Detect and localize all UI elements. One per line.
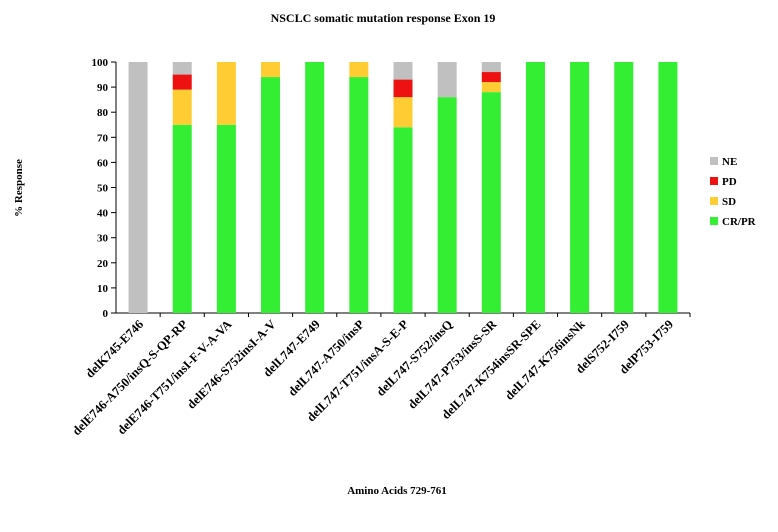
- bar-segment-cr-pr: [393, 127, 413, 313]
- bar-segment-sd: [172, 89, 192, 125]
- legend-item: PD: [710, 176, 737, 188]
- legend-swatch: [710, 217, 718, 225]
- legend-label: NE: [722, 156, 737, 168]
- y-tick-label: 90: [97, 82, 109, 94]
- plot-area: 0102030405060708090100delK745-E746delE74…: [69, 57, 691, 438]
- bar-segment-ne: [481, 62, 501, 73]
- y-tick-label: 40: [97, 208, 109, 220]
- y-tick-label: 30: [97, 233, 109, 245]
- bar-segment-ne: [128, 62, 148, 313]
- bar-segment-ne: [393, 62, 413, 80]
- bar-segment-pd: [481, 72, 501, 83]
- bar-segment-cr-pr: [658, 62, 678, 313]
- bar-segment-sd: [393, 97, 413, 128]
- bar-segment-cr-pr: [261, 77, 281, 313]
- y-tick-label: 70: [97, 132, 109, 144]
- legend-item: CR/PR: [710, 216, 757, 228]
- legend-swatch: [710, 177, 718, 185]
- bar-segment-ne: [437, 62, 457, 98]
- y-tick-label: 0: [103, 308, 109, 320]
- legend: NE PD SD CR/PR: [710, 156, 757, 228]
- y-axis-title: % Response: [13, 159, 25, 217]
- bar-segment-cr-pr: [481, 92, 501, 314]
- bar-segment-sd: [481, 82, 501, 93]
- bar-segment-cr-pr: [172, 124, 192, 313]
- bar-segment-cr-pr: [525, 62, 545, 313]
- y-tick-label: 80: [97, 107, 109, 119]
- bar-segment-pd: [393, 79, 413, 98]
- bar-segment-cr-pr: [437, 97, 457, 313]
- x-tick-label: delL747-S752/insQ: [374, 317, 456, 399]
- legend-label: CR/PR: [722, 216, 757, 228]
- y-tick-label: 20: [97, 258, 109, 270]
- bar-segment-cr-pr: [614, 62, 634, 313]
- bar-segment-cr-pr: [570, 62, 590, 313]
- bar-segment-cr-pr: [305, 62, 325, 313]
- bar-segment-ne: [172, 62, 192, 75]
- bar-segment-cr-pr: [216, 124, 236, 313]
- y-tick-label: 60: [97, 157, 109, 169]
- legend-item: SD: [710, 196, 736, 208]
- y-tick-label: 100: [92, 57, 109, 69]
- legend-item: NE: [710, 156, 737, 168]
- chart-title: NSCLC somatic mutation response Exon 19: [271, 11, 496, 25]
- legend-label: SD: [722, 196, 736, 208]
- bar-segment-sd: [216, 62, 236, 125]
- legend-label: PD: [722, 176, 737, 188]
- y-tick-label: 10: [97, 283, 109, 295]
- x-tick-label: delL747-A750/insP: [285, 317, 367, 399]
- x-tick-label: delL747-K756insNk: [502, 317, 588, 403]
- legend-swatch: [710, 157, 718, 165]
- legend-swatch: [710, 197, 718, 205]
- y-tick-label: 50: [97, 183, 109, 195]
- bar-segment-pd: [172, 74, 192, 90]
- bar-segment-sd: [349, 62, 369, 78]
- bar-segment-sd: [261, 62, 281, 78]
- bar-segment-cr-pr: [349, 77, 369, 313]
- x-axis-title: Amino Acids 729-761: [347, 485, 447, 497]
